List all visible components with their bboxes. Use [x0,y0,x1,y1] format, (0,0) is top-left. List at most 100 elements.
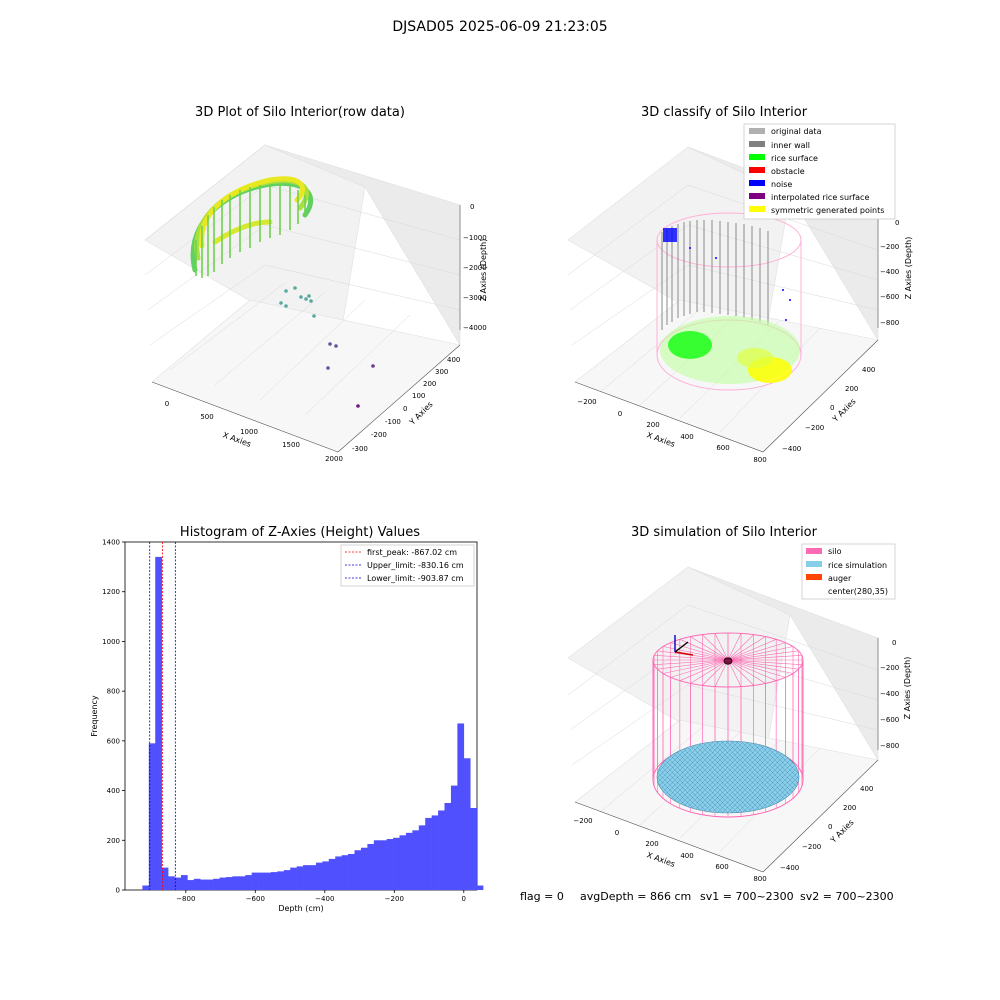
classify-legend-swatch [749,206,765,212]
raw-z-label: Z Axies (Depth) [479,239,488,302]
classify-legend-label: original data [771,127,822,136]
histogram-bar [418,825,426,890]
classify-legend: original data inner wall rice surface ob… [743,123,896,220]
histogram-bar [322,861,330,890]
histogram-bar [200,879,207,890]
simulation-orientation-axes [674,635,694,656]
histogram-bar [470,807,477,890]
simulation-x-ticks: −200 0 200 400 600 800 [573,817,766,883]
raw-data-ring [190,176,314,278]
classify-x-axis-line [574,381,764,453]
histogram-bar [444,803,452,890]
classify-z-tick: −600 [880,293,899,301]
histogram-bar [438,810,445,890]
classify-noise-points [663,228,791,321]
classify-legend-swatch [749,128,765,134]
simulation-z-tick: −400 [880,690,899,698]
classify-legend-swatch [749,180,765,186]
raw-z-tick: −4000 [463,324,487,332]
histogram-bar [219,877,227,890]
status-footer: flag = 0 avgDepth = 866 cm sv1 = 700~230… [520,890,894,903]
histogram-bar [174,877,182,890]
histogram-x-tick-label: −400 [315,895,334,903]
raw-x-tick: 500 [200,413,213,421]
histogram-y-tick-label: 400 [107,787,120,795]
classify-z-tick: −400 [880,268,899,276]
silo-roof-spoke [727,659,742,687]
silo-roof-spoke [727,650,799,661]
simulation-legend-label: center(280,35) [828,587,888,596]
panel-classify-title: 3D classify of Silo Interior [641,105,808,120]
raw-ring-upper-band [199,176,305,249]
classify-inner-wall-points [661,220,769,330]
silo-roof-spoke [714,633,729,661]
simulation-z-tick: 0 [892,639,896,647]
simulation-y-tick: 200 [843,804,856,812]
silo-roof-spoke [727,659,802,665]
classify-legend-box [743,123,896,220]
classify-z-tick: 0 [895,219,899,227]
histogram-bar [168,876,175,890]
classify-z-tick: −800 [880,319,899,327]
classify-x-tick: −200 [577,398,596,406]
raw-y-axis-line [337,344,461,453]
raw-z-ticks: 0 −1000 −2000 −3000 −4000 [463,203,487,332]
classify-legend-swatch [749,167,765,173]
histogram-legend-label: Upper_limit: -830.16 cm [367,561,464,570]
histogram-bar [206,879,214,890]
histogram-bar [290,867,297,890]
raw-z-tick: −3000 [463,294,487,302]
simulation-legend-label: silo [828,547,842,556]
raw-ring-columns [195,184,306,278]
classify-y-tick: −400 [782,445,801,453]
classify-legend-label: interpolated rice surface [771,193,869,202]
histogram-x-tick-label: −600 [246,895,265,903]
histogram-y-label: Frequency [90,695,99,737]
classify-legend-swatch [749,141,765,147]
silo-roof-spoke [679,659,729,681]
status-flag: flag = 0 [520,890,564,903]
silo-roof-spoke [727,642,786,661]
classify-y-axis-line [762,339,879,453]
classify-z-label: Z Axies (Depth) [904,237,913,300]
raw-y-tick: 100 [412,392,425,400]
histogram-marker-lines [149,542,176,890]
histogram-x-tick-label: −800 [176,895,195,903]
silo-roof-spoke [727,636,766,661]
raw-y-tick: 0 [403,405,407,413]
histogram-bar [386,839,394,890]
histogram-bar [251,872,259,890]
histogram-y-ticks: 0 200 400 600 800 1000 1200 1400 [102,539,125,895]
classify-x-tick: 200 [646,421,659,429]
histogram-bar [245,875,252,890]
histogram-x-ticks: −800 −600 −400 −200 0 [176,890,466,903]
simulation-x-tick: −200 [573,817,592,825]
simulation-legend-swatch [806,574,822,580]
silo-roof-spoke [654,659,729,665]
histogram-bar [450,785,458,890]
simulation-z-ticks: 0 −200 −400 −600 −800 [880,639,899,750]
status-sv2: sv2 = 700~2300 [800,890,894,903]
histogram-bar [373,840,381,890]
simulation-rice-surface [656,740,800,814]
histogram-bar [309,865,317,890]
raw-floor-pane [151,299,461,453]
raw-y-ticks: -300 -200 -100 0 100 200 300 400 [352,356,460,453]
histogram-bar [264,872,272,890]
simulation-z-tick: −600 [880,716,899,724]
simulation-x-tick: 800 [753,875,766,883]
simulation-y-tick: 0 [828,823,832,831]
simulation-x-tick: 200 [645,840,658,848]
simulation-rice-mesh [657,741,799,813]
raw-y-tick: 300 [435,368,448,376]
classify-z-tick: −200 [880,243,899,251]
raw-y-tick: 200 [423,380,436,388]
histogram-bar [405,832,413,890]
raw-y-tick: -200 [371,431,387,439]
silo-roof-spoke [657,659,729,670]
silo-roof-spoke [727,659,794,674]
histogram-bar [296,866,304,890]
classify-x-tick: 800 [753,456,766,464]
histogram-legend: first_peak: -867.02 cm Upper_limit: -830… [340,544,475,587]
histogram-x-tick-label: 0 [462,895,466,903]
